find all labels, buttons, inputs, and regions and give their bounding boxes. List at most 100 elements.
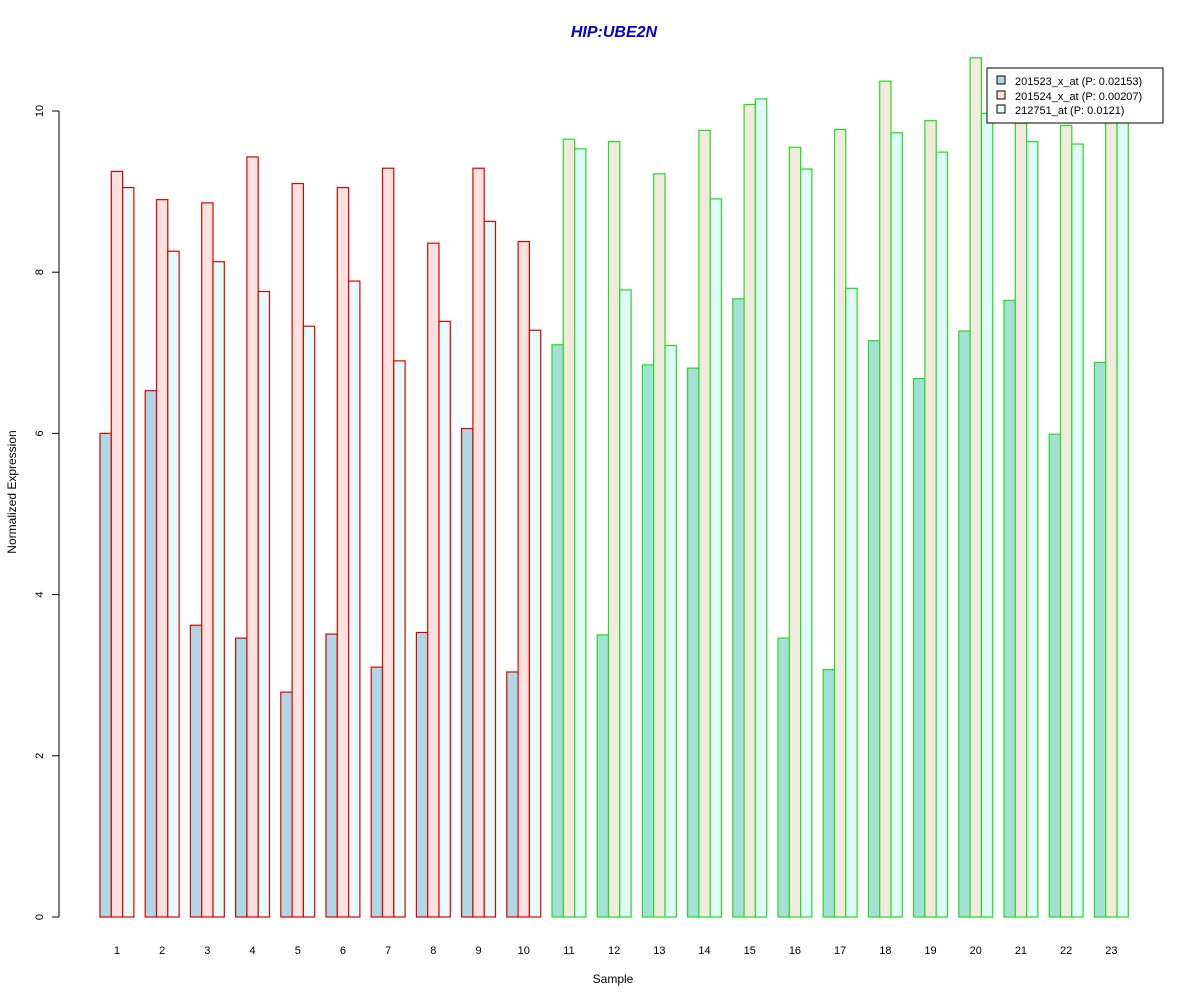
bar-sample-13-series-1: [641, 364, 655, 918]
legend-label-series-1: 201523_x_at (P: 0.02153): [1015, 76, 1142, 88]
bars-layer: [99, 57, 1129, 918]
bar-sample-12-series-1: [596, 634, 610, 918]
bar-sample-23-series-3: [1116, 120, 1129, 918]
bar-sample-6-series-2: [336, 186, 350, 918]
bar-sample-4-series-2: [246, 156, 259, 918]
bar-sample-6-series-3: [348, 280, 361, 918]
legend-label-series-2: 201524_x_at (P: 0.00207): [1015, 91, 1142, 103]
y-tick-label: 6: [34, 430, 46, 436]
y-tick-label: 0: [34, 914, 46, 920]
x-tick-label: 2: [159, 945, 165, 957]
bar-sample-13-series-2: [653, 173, 666, 918]
x-tick-label: 16: [789, 945, 801, 957]
legend-swatch-series-2: [996, 90, 1006, 100]
x-tick-label: 13: [653, 945, 665, 957]
x-tick-label: 15: [744, 945, 756, 957]
x-tick-label: 8: [430, 945, 436, 957]
legend-swatch-series-1: [996, 75, 1006, 85]
bar-sample-1-series-1: [99, 432, 112, 918]
bar-sample-21-series-3: [1025, 141, 1039, 918]
bar-sample-16-series-1: [777, 637, 790, 918]
bar-sample-4-series-1: [235, 637, 248, 918]
x-tick-label: 9: [475, 945, 481, 957]
bar-sample-20-series-2: [969, 57, 982, 918]
bar-sample-8-series-3: [438, 320, 451, 918]
x-tick-label: 22: [1060, 945, 1072, 957]
bar-sample-6-series-1: [325, 633, 338, 918]
bar-sample-9-series-1: [461, 427, 474, 918]
bar-sample-5-series-3: [302, 325, 316, 918]
bar-sample-9-series-3: [483, 220, 497, 918]
bar-sample-11-series-2: [562, 138, 576, 918]
x-tick-label: 5: [295, 945, 301, 957]
bar-sample-15-series-3: [754, 98, 768, 918]
bar-sample-12-series-2: [607, 141, 621, 918]
bar-sample-19-series-2: [924, 120, 937, 918]
bar-sample-10-series-3: [528, 329, 542, 918]
bar-sample-16-series-3: [799, 168, 813, 918]
bar-sample-8-series-2: [427, 242, 440, 918]
bar-sample-19-series-3: [935, 151, 949, 918]
x-tick-label: 1: [114, 945, 120, 957]
bar-sample-14-series-1: [686, 367, 700, 918]
bar-sample-12-series-3: [619, 289, 632, 918]
y-axis: 0 2 4 6 8 10: [34, 105, 60, 920]
x-tick-labels: 1 2 3 4 5 6 7 8 9 10 11 12 13 14 15 16 17 18 19 20 21 22 23: [114, 945, 1118, 957]
bar-sample-5-series-2: [291, 182, 305, 918]
bar-sample-3-series-1: [189, 624, 203, 918]
x-tick-label: 12: [608, 945, 620, 957]
bar-sample-2-series-3: [167, 250, 180, 918]
bar-sample-14-series-3: [709, 198, 723, 918]
legend: 201523_x_at (P: 0.02153) 201524_x_at (P:…: [986, 67, 1164, 124]
bar-sample-16-series-2: [788, 146, 802, 918]
bar-sample-7-series-2: [381, 167, 395, 918]
chart-title: HIP:UBE2N: [571, 24, 658, 41]
y-tick-label: 10: [34, 105, 46, 117]
x-tick-label: 21: [1015, 945, 1027, 957]
bar-sample-3-series-2: [201, 202, 214, 918]
bar-sample-7-series-3: [393, 360, 406, 918]
bar-sample-18-series-2: [879, 80, 892, 918]
y-axis-label: Normalized Expression: [5, 430, 19, 553]
bar-sample-22-series-2: [1059, 124, 1073, 918]
bar-sample-22-series-1: [1048, 433, 1062, 918]
bar-sample-20-series-3: [980, 112, 994, 918]
y-tick-label: 4: [34, 592, 46, 598]
legend-label-series-3: 212751_at (P: 0.0121): [1015, 105, 1124, 117]
x-tick-label: 3: [204, 945, 210, 957]
x-tick-label: 14: [698, 945, 710, 957]
bar-sample-15-series-1: [732, 298, 745, 918]
bar-sample-7-series-1: [370, 666, 384, 918]
x-tick-label: 6: [340, 945, 346, 957]
legend-box: [986, 67, 1164, 124]
bar-sample-4-series-3: [257, 290, 271, 918]
x-tick-label: 18: [879, 945, 891, 957]
bar-sample-19-series-1: [912, 377, 926, 918]
bar-sample-3-series-3: [212, 261, 225, 918]
x-tick-label: 10: [518, 945, 530, 957]
bar-sample-10-series-1: [506, 671, 519, 918]
x-tick-label: 17: [834, 945, 846, 957]
bar-sample-17-series-3: [845, 287, 858, 918]
y-tick-label: 2: [34, 753, 46, 759]
bar-sample-18-series-3: [890, 132, 903, 918]
bar-sample-23-series-1: [1093, 361, 1107, 918]
legend-swatch-series-3: [996, 104, 1006, 114]
bar-sample-11-series-3: [573, 148, 587, 918]
bar-sample-1-series-2: [110, 170, 124, 918]
bar-sample-14-series-2: [698, 129, 711, 918]
bar-sample-10-series-2: [517, 240, 530, 918]
bar-sample-5-series-1: [280, 691, 293, 918]
x-tick-label: 20: [970, 945, 982, 957]
x-tick-label: 23: [1105, 945, 1117, 957]
bar-sample-18-series-1: [867, 340, 881, 918]
x-tick-label: 19: [924, 945, 936, 957]
bar-sample-1-series-3: [121, 186, 135, 918]
x-tick-label: 7: [385, 945, 391, 957]
bar-sample-22-series-3: [1071, 143, 1084, 918]
bar-sample-8-series-1: [415, 631, 429, 918]
x-axis-label: Sample: [593, 972, 634, 986]
bar-sample-21-series-2: [1014, 122, 1028, 918]
